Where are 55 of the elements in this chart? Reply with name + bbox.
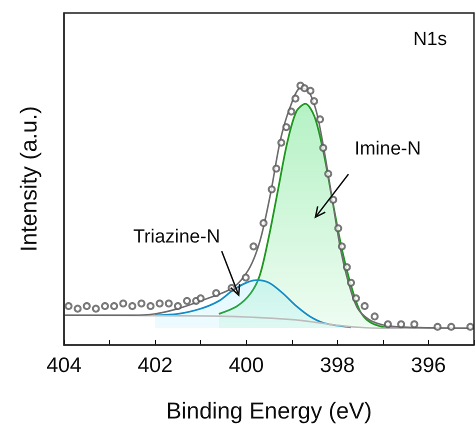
point: [272, 164, 280, 173]
point: [466, 322, 474, 331]
point: [260, 219, 268, 228]
point: [164, 300, 173, 308]
point: [338, 242, 346, 250]
y-axis-title: Intensity (a.u.): [16, 106, 42, 252]
text: Triazine-N: [133, 226, 220, 248]
point: [82, 302, 91, 310]
point: [306, 86, 314, 95]
series-label: Imine-N: [354, 138, 421, 160]
x-tick-label: 402: [138, 354, 173, 377]
point: [137, 300, 146, 308]
chart-title: N1s: [413, 29, 448, 50]
point: [119, 300, 128, 308]
x-tick-label: 400: [228, 354, 264, 377]
point: [324, 170, 332, 178]
point: [282, 123, 290, 132]
point: [268, 185, 276, 194]
point: [156, 300, 164, 308]
point: [287, 108, 296, 116]
point: [300, 84, 309, 92]
point: [196, 294, 205, 302]
point: [370, 312, 379, 320]
x-tick-label: 398: [320, 354, 355, 377]
x-tick-label: 404: [46, 354, 82, 377]
point: [277, 138, 286, 147]
point: [447, 322, 456, 331]
point: [291, 94, 300, 103]
point: [347, 278, 355, 287]
point: [410, 320, 418, 328]
point: [146, 302, 155, 310]
point: [342, 263, 351, 272]
point: [110, 302, 118, 310]
point: [310, 97, 318, 106]
x-axis-title: Binding Energy (eV): [166, 398, 372, 424]
point: [128, 302, 136, 310]
point: [329, 196, 338, 204]
point: [64, 302, 73, 310]
point: [101, 302, 109, 310]
point: [434, 322, 442, 331]
point: [334, 224, 342, 232]
point: [74, 304, 82, 313]
point: [360, 302, 369, 310]
point: [174, 302, 182, 310]
point: [242, 274, 250, 282]
point: [352, 294, 360, 302]
point: [250, 242, 258, 250]
x-tick-label: 396: [410, 354, 446, 377]
point: [183, 296, 191, 305]
point: [384, 320, 392, 328]
point: [319, 144, 328, 152]
point: [92, 304, 100, 313]
point: [316, 115, 324, 124]
point: [397, 320, 406, 328]
point: [212, 289, 220, 298]
